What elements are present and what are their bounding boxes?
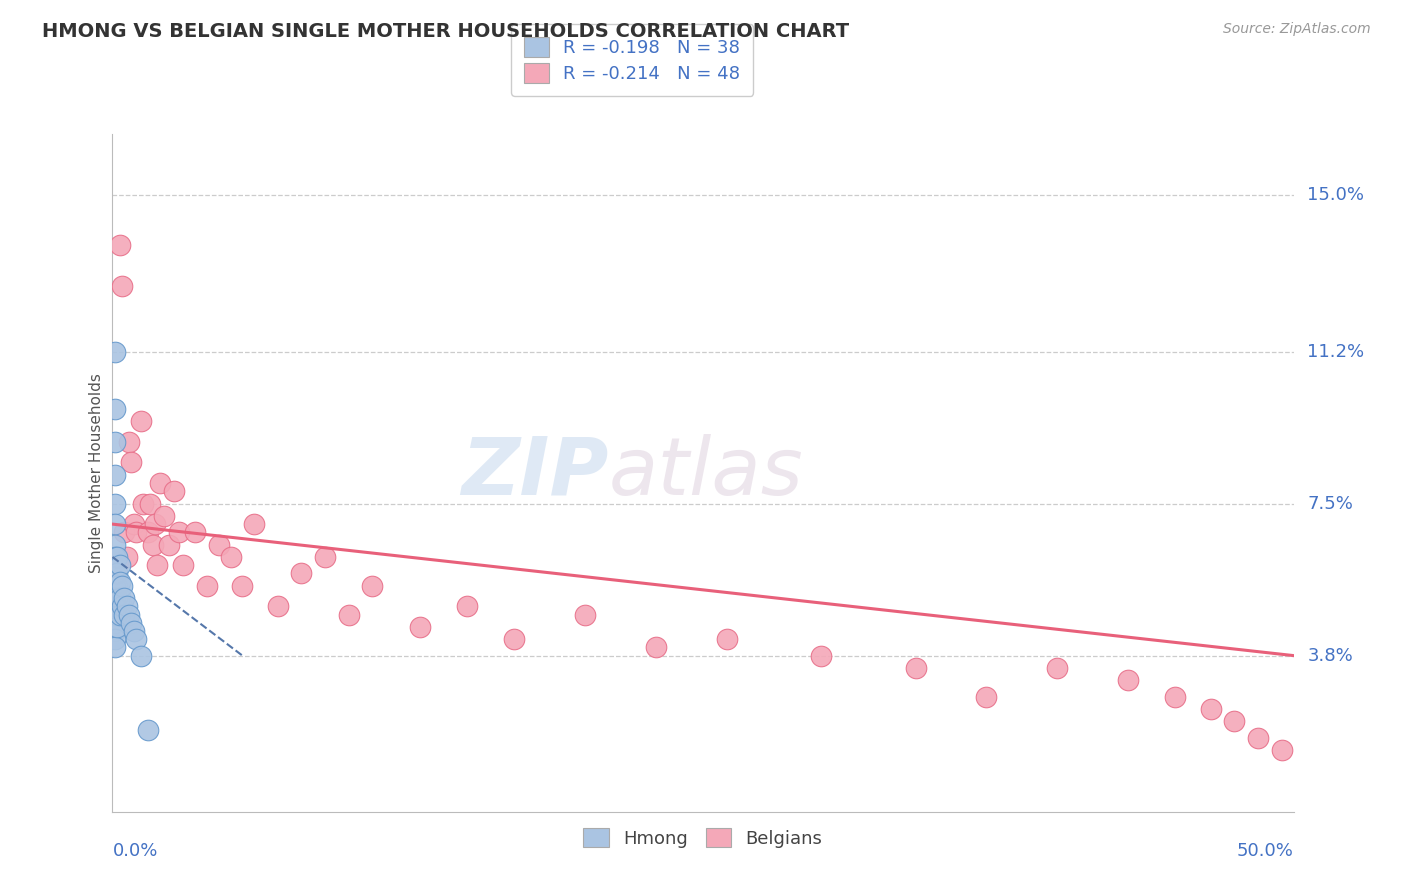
Point	[111, 579, 134, 593]
Point	[125, 632, 148, 647]
Point	[105, 591, 128, 605]
Point	[503, 632, 526, 647]
Text: 0.0%: 0.0%	[112, 842, 157, 860]
Point	[104, 497, 127, 511]
Point	[122, 517, 145, 532]
Point	[290, 566, 312, 581]
Point	[267, 599, 290, 614]
Point	[716, 632, 738, 647]
Point	[120, 615, 142, 630]
Point	[1164, 690, 1187, 704]
Point	[111, 599, 134, 614]
Point	[129, 414, 152, 428]
Point	[108, 591, 131, 605]
Text: Source: ZipAtlas.com: Source: ZipAtlas.com	[1223, 22, 1371, 37]
Point	[153, 508, 176, 523]
Point	[108, 574, 131, 589]
Point	[976, 690, 998, 704]
Text: atlas: atlas	[609, 434, 803, 512]
Point	[104, 549, 127, 564]
Point	[122, 624, 145, 638]
Text: ZIP: ZIP	[461, 434, 609, 512]
Point	[136, 723, 159, 737]
Point	[208, 538, 231, 552]
Point	[136, 525, 159, 540]
Point	[108, 237, 131, 252]
Point	[115, 599, 138, 614]
Point	[1271, 743, 1294, 757]
Point	[104, 467, 127, 482]
Point	[904, 661, 927, 675]
Point	[139, 497, 162, 511]
Point	[167, 525, 190, 540]
Text: HMONG VS BELGIAN SINGLE MOTHER HOUSEHOLDS CORRELATION CHART: HMONG VS BELGIAN SINGLE MOTHER HOUSEHOLD…	[42, 22, 849, 41]
Point	[104, 344, 127, 359]
Point	[149, 476, 172, 491]
Point	[108, 558, 131, 573]
Point	[337, 607, 360, 622]
Point	[146, 558, 169, 573]
Point	[104, 615, 127, 630]
Legend: Hmong, Belgians: Hmong, Belgians	[571, 815, 835, 860]
Point	[142, 538, 165, 552]
Point	[361, 579, 384, 593]
Text: 50.0%: 50.0%	[1237, 842, 1294, 860]
Point	[1247, 731, 1270, 745]
Point	[115, 549, 138, 564]
Text: 3.8%: 3.8%	[1308, 647, 1353, 665]
Point	[157, 538, 180, 552]
Point	[1116, 673, 1139, 688]
Point	[120, 455, 142, 469]
Point	[195, 579, 218, 593]
Point	[163, 484, 186, 499]
Point	[143, 517, 166, 532]
Point	[104, 517, 127, 532]
Point	[125, 525, 148, 540]
Y-axis label: Single Mother Households: Single Mother Households	[89, 373, 104, 573]
Point	[231, 579, 253, 593]
Point	[104, 566, 127, 581]
Point	[108, 607, 131, 622]
Point	[219, 549, 242, 564]
Point	[129, 648, 152, 663]
Point	[118, 434, 141, 449]
Point	[184, 525, 207, 540]
Point	[104, 538, 127, 552]
Point	[104, 599, 127, 614]
Point	[1046, 661, 1069, 675]
Point	[104, 402, 127, 417]
Point	[132, 497, 155, 511]
Point	[104, 607, 127, 622]
Point	[574, 607, 596, 622]
Point	[112, 591, 135, 605]
Point	[104, 434, 127, 449]
Text: 7.5%: 7.5%	[1308, 494, 1354, 513]
Point	[105, 566, 128, 581]
Point	[104, 632, 127, 647]
Point	[105, 620, 128, 634]
Point	[104, 591, 127, 605]
Point	[314, 549, 336, 564]
Point	[1223, 714, 1246, 729]
Point	[1199, 702, 1222, 716]
Point	[456, 599, 478, 614]
Point	[118, 607, 141, 622]
Point	[112, 607, 135, 622]
Point	[112, 525, 135, 540]
Point	[810, 648, 832, 663]
Point	[105, 579, 128, 593]
Point	[104, 579, 127, 593]
Point	[105, 549, 128, 564]
Text: 11.2%: 11.2%	[1308, 343, 1365, 360]
Point	[111, 278, 134, 293]
Text: 15.0%: 15.0%	[1308, 186, 1364, 204]
Point	[408, 620, 430, 634]
Point	[104, 624, 127, 638]
Point	[172, 558, 194, 573]
Point	[243, 517, 266, 532]
Point	[644, 640, 666, 655]
Point	[104, 640, 127, 655]
Point	[105, 607, 128, 622]
